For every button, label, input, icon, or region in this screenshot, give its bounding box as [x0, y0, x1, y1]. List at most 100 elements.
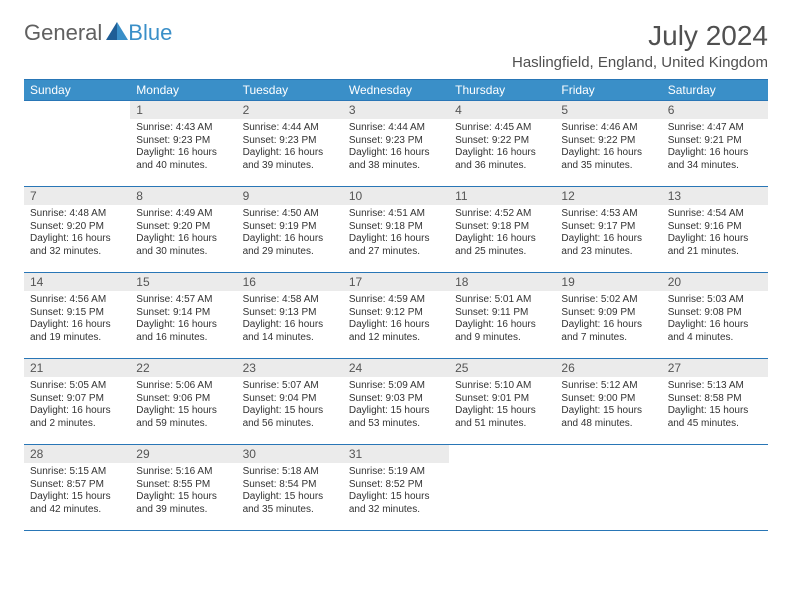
day-line: Sunset: 8:58 PM: [668, 393, 762, 406]
calendar-cell: 9Sunrise: 4:50 AMSunset: 9:19 PMDaylight…: [237, 187, 343, 273]
day-body: Sunrise: 5:16 AMSunset: 8:55 PMDaylight:…: [130, 463, 236, 519]
calendar-table: SundayMondayTuesdayWednesdayThursdayFrid…: [24, 79, 768, 531]
day-body: Sunrise: 5:02 AMSunset: 9:09 PMDaylight:…: [555, 291, 661, 347]
day-line: Sunrise: 4:50 AM: [243, 208, 337, 221]
day-line: Daylight: 15 hours: [668, 405, 762, 418]
day-line: and 14 minutes.: [243, 332, 337, 345]
day-line: and 40 minutes.: [136, 160, 230, 173]
calendar-cell: 25Sunrise: 5:10 AMSunset: 9:01 PMDayligh…: [449, 359, 555, 445]
day-line: Sunset: 9:23 PM: [349, 135, 443, 148]
day-line: and 32 minutes.: [349, 504, 443, 517]
day-line: Daylight: 15 hours: [243, 491, 337, 504]
day-body: Sunrise: 5:05 AMSunset: 9:07 PMDaylight:…: [24, 377, 130, 433]
day-number: 6: [662, 101, 768, 119]
day-number: 21: [24, 359, 130, 377]
calendar-cell: 23Sunrise: 5:07 AMSunset: 9:04 PMDayligh…: [237, 359, 343, 445]
day-number: 16: [237, 273, 343, 291]
day-body: Sunrise: 4:59 AMSunset: 9:12 PMDaylight:…: [343, 291, 449, 347]
calendar-cell: 5Sunrise: 4:46 AMSunset: 9:22 PMDaylight…: [555, 101, 661, 187]
day-line: Daylight: 16 hours: [30, 319, 124, 332]
calendar-cell: [662, 445, 768, 531]
day-header: Saturday: [662, 80, 768, 101]
day-line: Sunrise: 5:13 AM: [668, 380, 762, 393]
calendar-cell: 20Sunrise: 5:03 AMSunset: 9:08 PMDayligh…: [662, 273, 768, 359]
calendar-week-row: 1Sunrise: 4:43 AMSunset: 9:23 PMDaylight…: [24, 101, 768, 187]
calendar-cell: 6Sunrise: 4:47 AMSunset: 9:21 PMDaylight…: [662, 101, 768, 187]
day-line: Daylight: 16 hours: [30, 405, 124, 418]
day-line: Sunrise: 5:12 AM: [561, 380, 655, 393]
calendar-cell: 14Sunrise: 4:56 AMSunset: 9:15 PMDayligh…: [24, 273, 130, 359]
day-line: Sunrise: 5:05 AM: [30, 380, 124, 393]
day-line: Daylight: 16 hours: [455, 319, 549, 332]
day-line: Sunrise: 5:16 AM: [136, 466, 230, 479]
calendar-cell: 8Sunrise: 4:49 AMSunset: 9:20 PMDaylight…: [130, 187, 236, 273]
calendar-cell: 3Sunrise: 4:44 AMSunset: 9:23 PMDaylight…: [343, 101, 449, 187]
day-line: Sunset: 9:18 PM: [455, 221, 549, 234]
day-line: Daylight: 16 hours: [243, 319, 337, 332]
day-line: and 48 minutes.: [561, 418, 655, 431]
day-line: Daylight: 16 hours: [455, 233, 549, 246]
day-line: Daylight: 15 hours: [243, 405, 337, 418]
day-body: Sunrise: 5:18 AMSunset: 8:54 PMDaylight:…: [237, 463, 343, 519]
calendar-week-row: 14Sunrise: 4:56 AMSunset: 9:15 PMDayligh…: [24, 273, 768, 359]
day-line: Daylight: 15 hours: [349, 491, 443, 504]
day-line: Sunset: 9:20 PM: [30, 221, 124, 234]
calendar-cell: 24Sunrise: 5:09 AMSunset: 9:03 PMDayligh…: [343, 359, 449, 445]
day-line: Sunset: 9:03 PM: [349, 393, 443, 406]
day-line: Daylight: 16 hours: [349, 147, 443, 160]
day-body: Sunrise: 5:09 AMSunset: 9:03 PMDaylight:…: [343, 377, 449, 433]
day-line: Sunrise: 4:56 AM: [30, 294, 124, 307]
calendar-cell: 31Sunrise: 5:19 AMSunset: 8:52 PMDayligh…: [343, 445, 449, 531]
day-line: Daylight: 16 hours: [668, 233, 762, 246]
day-number: 27: [662, 359, 768, 377]
day-body: Sunrise: 4:43 AMSunset: 9:23 PMDaylight:…: [130, 119, 236, 175]
day-line: and 19 minutes.: [30, 332, 124, 345]
day-line: Daylight: 15 hours: [349, 405, 443, 418]
day-number: 20: [662, 273, 768, 291]
day-number: 31: [343, 445, 449, 463]
day-line: Daylight: 16 hours: [136, 319, 230, 332]
day-line: Sunrise: 5:09 AM: [349, 380, 443, 393]
day-number: 15: [130, 273, 236, 291]
day-number: 17: [343, 273, 449, 291]
day-line: Sunset: 9:21 PM: [668, 135, 762, 148]
day-body: Sunrise: 4:45 AMSunset: 9:22 PMDaylight:…: [449, 119, 555, 175]
calendar-cell: 26Sunrise: 5:12 AMSunset: 9:00 PMDayligh…: [555, 359, 661, 445]
day-header: Friday: [555, 80, 661, 101]
calendar-cell: [24, 101, 130, 187]
day-line: Sunrise: 4:58 AM: [243, 294, 337, 307]
day-line: Daylight: 16 hours: [668, 147, 762, 160]
day-line: Sunset: 9:13 PM: [243, 307, 337, 320]
day-body: Sunrise: 4:54 AMSunset: 9:16 PMDaylight:…: [662, 205, 768, 261]
day-line: Daylight: 16 hours: [243, 233, 337, 246]
title-block: July 2024 Haslingfield, England, United …: [512, 20, 768, 71]
day-body: Sunrise: 5:15 AMSunset: 8:57 PMDaylight:…: [24, 463, 130, 519]
calendar-cell: [555, 445, 661, 531]
day-line: Sunrise: 4:59 AM: [349, 294, 443, 307]
day-number: 26: [555, 359, 661, 377]
day-line: Daylight: 16 hours: [349, 319, 443, 332]
day-line: and 51 minutes.: [455, 418, 549, 431]
month-year: July 2024: [512, 20, 768, 52]
calendar-cell: 2Sunrise: 4:44 AMSunset: 9:23 PMDaylight…: [237, 101, 343, 187]
day-body: Sunrise: 5:12 AMSunset: 9:00 PMDaylight:…: [555, 377, 661, 433]
day-number: 7: [24, 187, 130, 205]
day-line: Sunset: 9:09 PM: [561, 307, 655, 320]
day-line: Daylight: 16 hours: [136, 233, 230, 246]
day-line: Sunrise: 4:54 AM: [668, 208, 762, 221]
day-line: and 35 minutes.: [243, 504, 337, 517]
day-line: Sunset: 8:52 PM: [349, 479, 443, 492]
day-line: Sunrise: 4:49 AM: [136, 208, 230, 221]
day-number: 29: [130, 445, 236, 463]
day-number: 11: [449, 187, 555, 205]
day-line: and 27 minutes.: [349, 246, 443, 259]
day-line: Sunrise: 4:48 AM: [30, 208, 124, 221]
calendar-cell: 4Sunrise: 4:45 AMSunset: 9:22 PMDaylight…: [449, 101, 555, 187]
day-number: 25: [449, 359, 555, 377]
calendar-cell: 17Sunrise: 4:59 AMSunset: 9:12 PMDayligh…: [343, 273, 449, 359]
day-body: Sunrise: 4:53 AMSunset: 9:17 PMDaylight:…: [555, 205, 661, 261]
calendar-week-row: 21Sunrise: 5:05 AMSunset: 9:07 PMDayligh…: [24, 359, 768, 445]
day-line: Sunset: 9:01 PM: [455, 393, 549, 406]
day-line: and 9 minutes.: [455, 332, 549, 345]
day-body: Sunrise: 4:52 AMSunset: 9:18 PMDaylight:…: [449, 205, 555, 261]
